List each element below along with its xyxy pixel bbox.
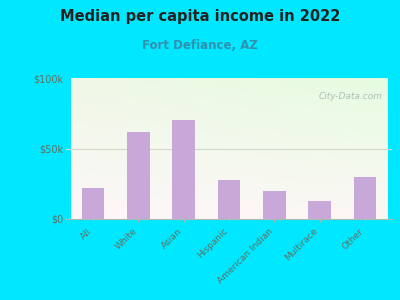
- Bar: [172, 120, 195, 219]
- Bar: [82, 188, 104, 219]
- Text: City-Data.com: City-Data.com: [318, 92, 382, 101]
- Bar: [218, 179, 240, 219]
- Bar: [354, 177, 376, 219]
- Bar: [308, 201, 331, 219]
- Text: Median per capita income in 2022: Median per capita income in 2022: [60, 9, 340, 24]
- Bar: [263, 191, 286, 219]
- Text: Fort Defiance, AZ: Fort Defiance, AZ: [142, 39, 258, 52]
- Bar: [127, 132, 150, 219]
